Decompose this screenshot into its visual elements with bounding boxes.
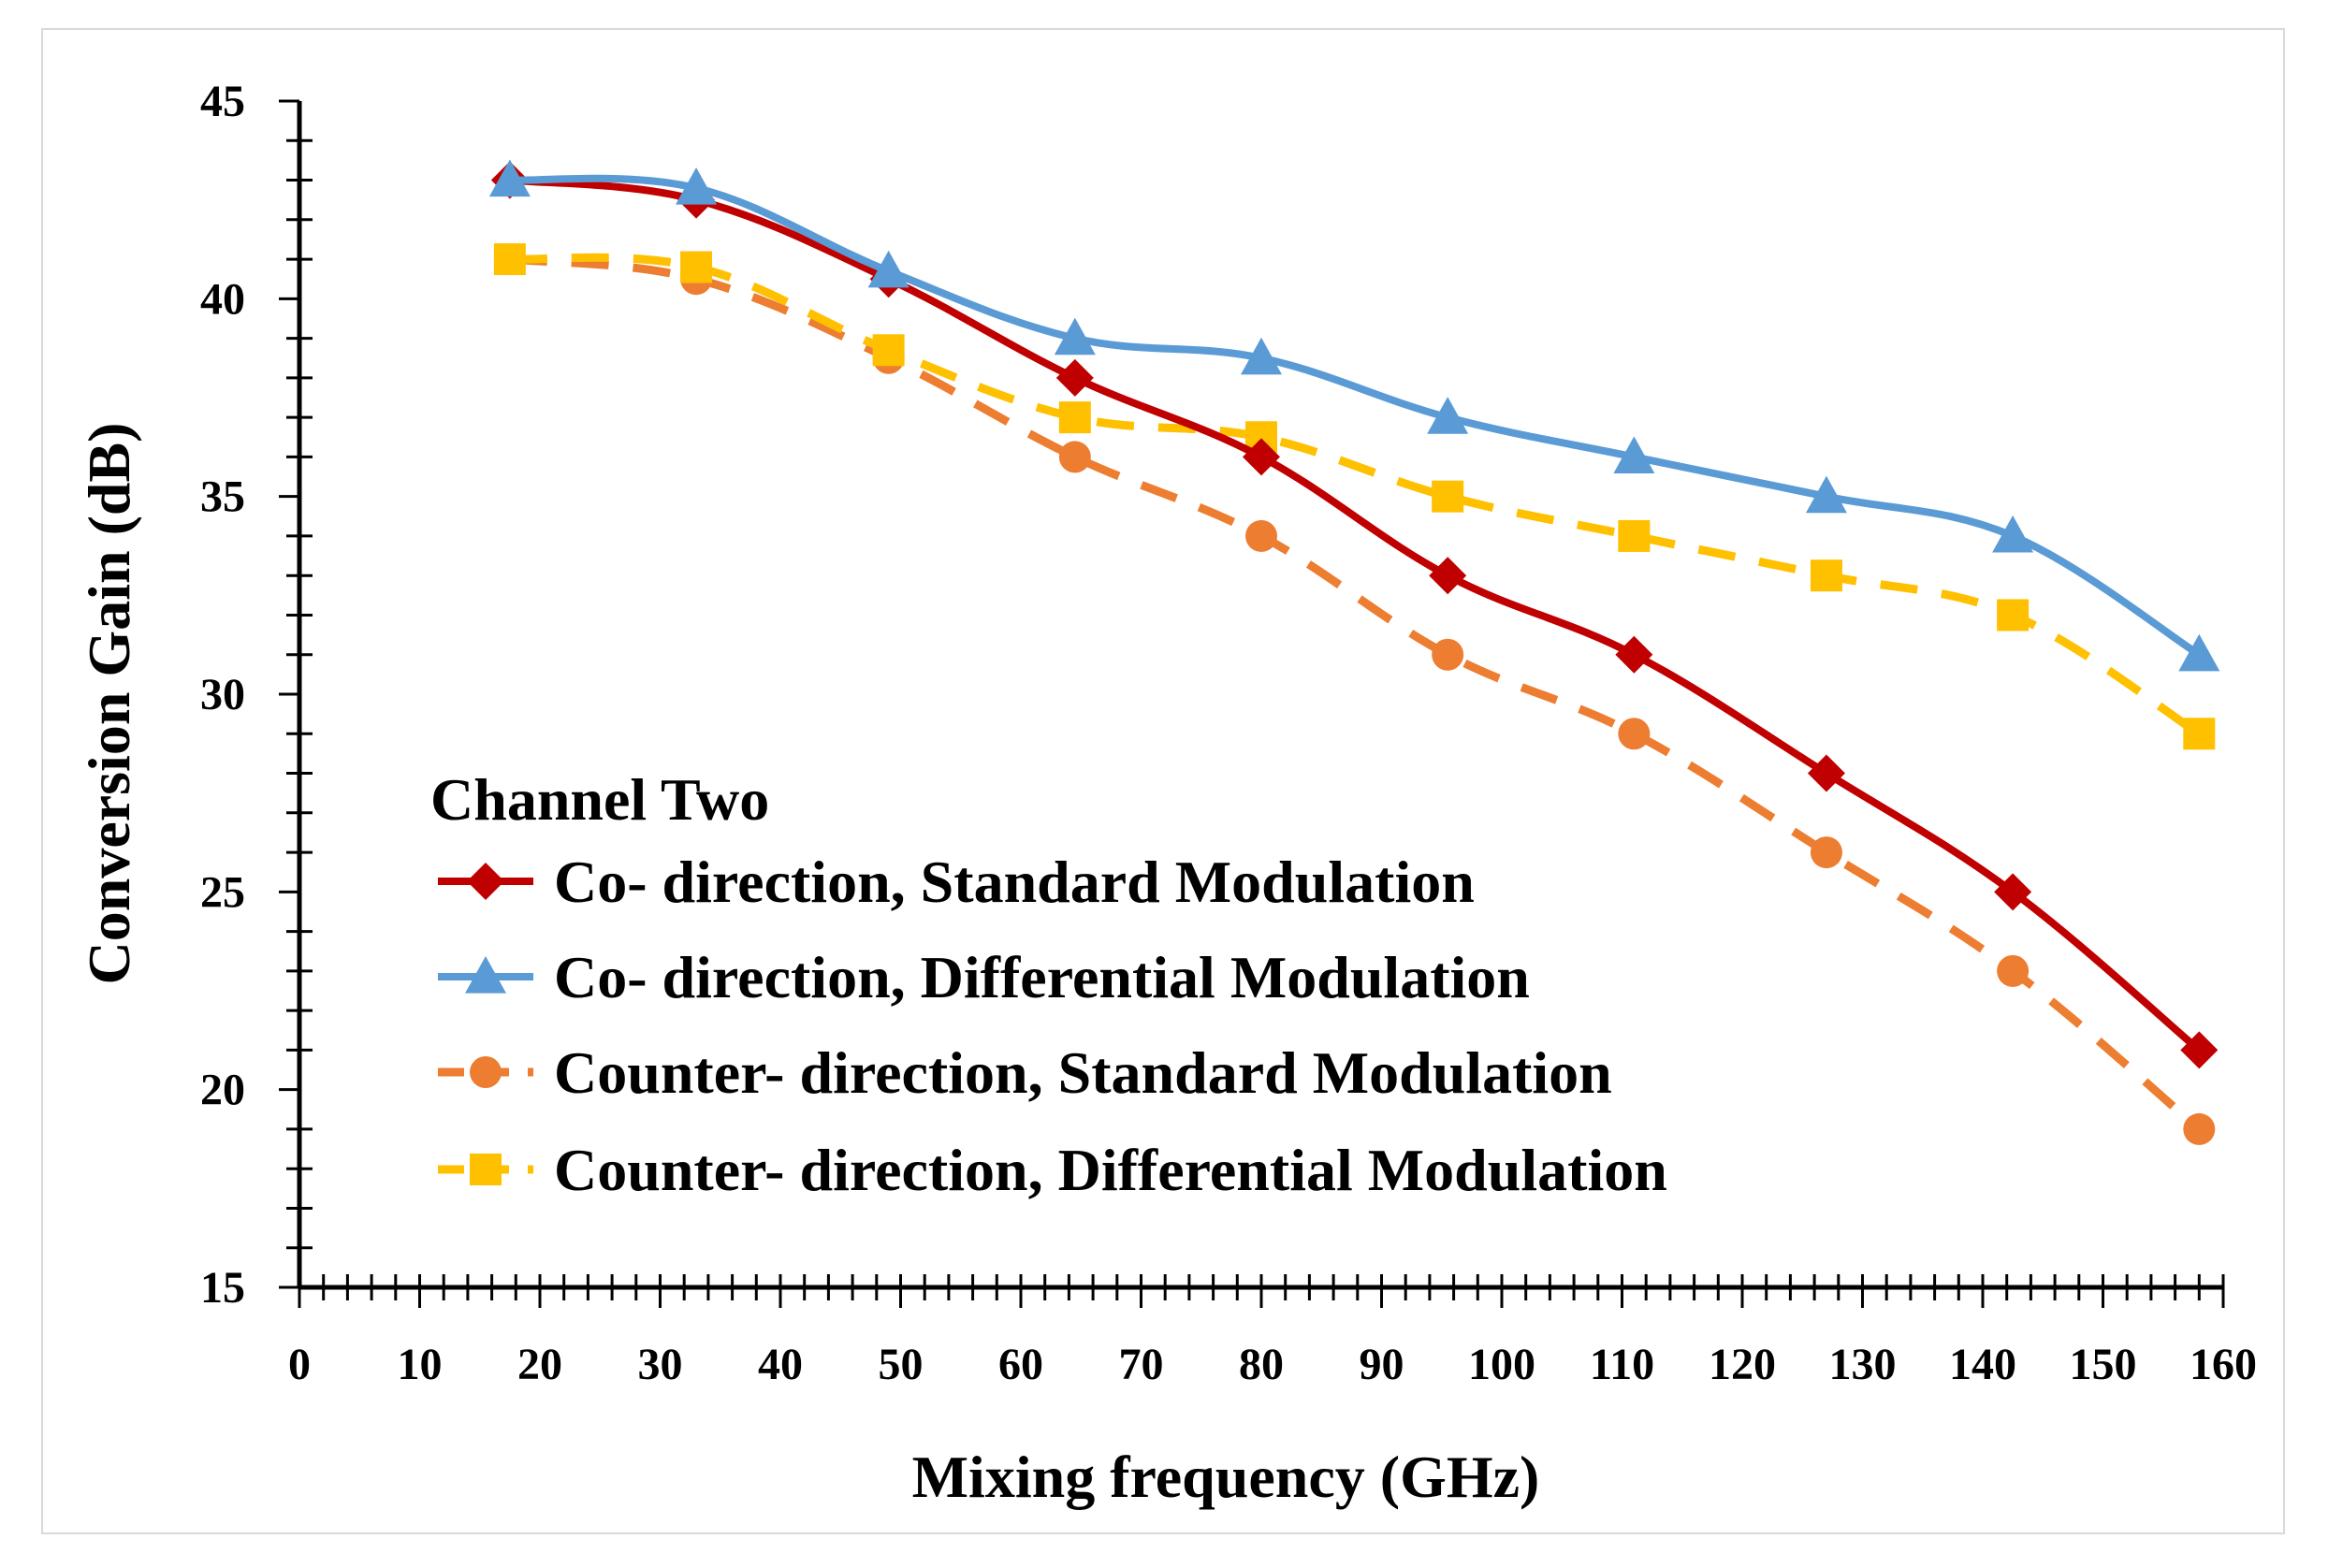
data-point — [493, 243, 526, 276]
legend-label: Counter- direction, Standard Modulation — [554, 1039, 1612, 1106]
x-tick-label: 150 — [2070, 1340, 2137, 1389]
legend-item-1: Co- direction, Standard Modulation — [438, 849, 1475, 915]
data-point — [867, 250, 909, 288]
data-point — [680, 251, 713, 283]
x-tick-label: 160 — [2190, 1340, 2257, 1389]
data-point — [1997, 954, 2030, 987]
data-point — [1241, 337, 1282, 375]
legend-item-2: Co- direction, Differential Modulation — [438, 944, 1530, 1010]
y-axis-title: Conversion Gain (dB) — [76, 423, 142, 985]
x-tick-label: 110 — [1590, 1340, 1654, 1389]
legend-item-4: Counter- direction, Differential Modulat… — [438, 1137, 1667, 1203]
legend-item-3: Counter- direction, Standard Modulation — [438, 1039, 1612, 1106]
y-tick-label: 15 — [200, 1263, 245, 1313]
series-2 — [488, 159, 2220, 672]
data-point — [1054, 317, 1096, 356]
data-point — [1055, 358, 1094, 397]
y-tick-label: 40 — [200, 274, 245, 324]
data-point — [1432, 480, 1464, 513]
x-tick-label: 100 — [1468, 1340, 1535, 1389]
y-tick-label: 35 — [200, 472, 245, 522]
data-point — [1615, 635, 1653, 674]
x-tick-label: 70 — [1119, 1340, 1164, 1389]
y-tick-label: 20 — [200, 1066, 245, 1115]
x-tick-label: 30 — [638, 1340, 683, 1389]
legend-marker — [467, 863, 504, 900]
data-point — [1618, 519, 1651, 552]
data-point — [488, 159, 531, 197]
data-point — [872, 334, 905, 367]
data-point — [676, 167, 718, 205]
data-point — [1058, 441, 1091, 473]
x-tick-label: 140 — [1949, 1340, 2016, 1389]
data-point — [1807, 754, 1845, 792]
legend-title: Channel Two — [430, 766, 769, 833]
legend-marker — [470, 1056, 502, 1088]
data-point — [2178, 633, 2220, 672]
data-point — [1997, 599, 2030, 632]
legend-label: Co- direction, Differential Modulation — [554, 944, 1530, 1010]
data-point — [1243, 438, 1280, 476]
data-point — [2183, 718, 2216, 750]
data-point — [1432, 638, 1464, 671]
data-point — [1613, 436, 1655, 473]
y-tick-label: 30 — [200, 670, 245, 719]
x-tick-label: 60 — [998, 1340, 1043, 1389]
series-line — [509, 254, 2203, 1133]
x-tick-label: 130 — [1829, 1340, 1897, 1389]
x-tick-label: 40 — [758, 1340, 803, 1389]
data-point — [1994, 873, 2032, 911]
series-line — [509, 174, 2202, 659]
series-line — [509, 253, 2202, 738]
data-point — [1427, 397, 1469, 434]
series-line — [509, 176, 2202, 1053]
x-tick-label: 120 — [1709, 1340, 1776, 1389]
legend-label: Counter- direction, Differential Modulat… — [554, 1137, 1667, 1203]
data-point — [1992, 515, 2034, 553]
data-point — [1058, 401, 1091, 434]
data-point — [1810, 559, 1842, 592]
x-tick-label: 10 — [398, 1340, 443, 1389]
axes: 15 20 25 30 35 40 45 0 10 20 30 40 50 60 70 80 90 100 110 1… — [200, 77, 2257, 1389]
data-point — [1805, 475, 1847, 514]
y-tick-label: 25 — [200, 867, 245, 917]
data-point — [2183, 1112, 2216, 1145]
data-point — [1810, 836, 1842, 869]
data-point — [2180, 1031, 2219, 1069]
x-tick-label: 50 — [879, 1340, 924, 1389]
data-point — [1429, 557, 1467, 595]
x-tick-label: 20 — [517, 1340, 562, 1389]
data-point — [1245, 519, 1277, 552]
x-tick-label: 0 — [288, 1340, 311, 1389]
data-point — [1618, 718, 1651, 750]
series-layer — [488, 159, 2220, 1145]
y-tick-label: 45 — [200, 77, 245, 126]
legend-label: Co- direction, Standard Modulation — [554, 849, 1475, 915]
legend-marker — [470, 1154, 502, 1185]
x-tick-label: 80 — [1239, 1340, 1284, 1389]
x-axis-title: Mixing frequency (GHz) — [912, 1444, 1540, 1510]
legend-marker — [465, 956, 506, 994]
series-4 — [493, 243, 2216, 750]
legend: Channel Two Co- direction, Standard Modu… — [430, 766, 1667, 1203]
x-tick-label: 90 — [1360, 1340, 1404, 1389]
